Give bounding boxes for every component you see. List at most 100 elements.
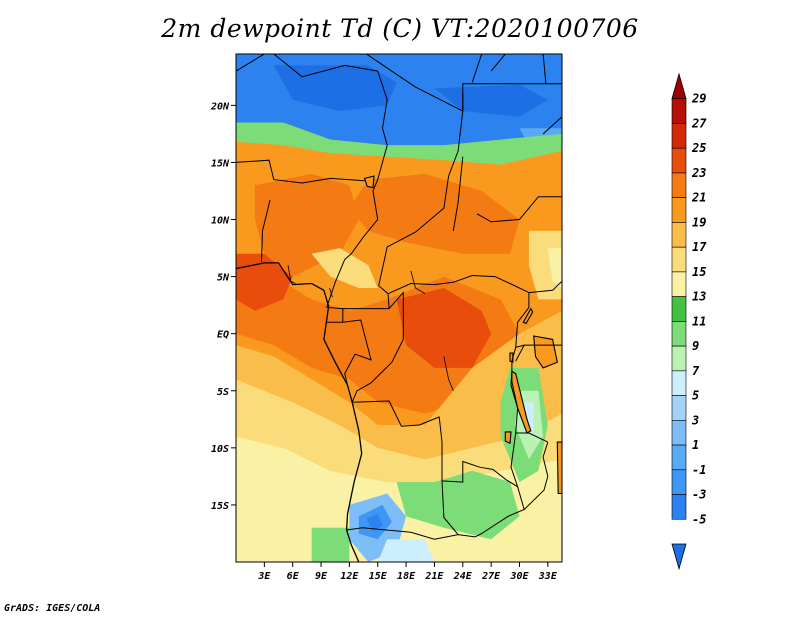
colorbar-min-arrow [671, 543, 687, 571]
lon-tick-label: 18E [397, 571, 416, 582]
country-border [528, 280, 562, 294]
colorbar-label: 19 [692, 215, 706, 229]
colorbar-label: 11 [692, 314, 706, 328]
lat-tick-label: 10S [211, 444, 229, 455]
lon-tick-label: 24E [453, 571, 473, 582]
country-border [452, 156, 464, 231]
colorbar-bin [671, 271, 687, 297]
colorbar-label: 29 [691, 92, 706, 106]
lake-mweru [504, 431, 512, 445]
grads-credit: GrADS: IGES/COLA [4, 603, 101, 614]
country-border [542, 116, 562, 135]
dewpoint-region-west-core [236, 253, 293, 311]
country-border [346, 527, 476, 540]
colorbar-label: 9 [692, 339, 699, 353]
colorbar: 29 27 25 23 21 19 17 15 13 11 9 7 5 3 1 -1 -3 -5 [671, 72, 707, 571]
colorbar-label: 21 [691, 191, 706, 205]
colorbar-bin [671, 395, 687, 421]
country-border [542, 54, 547, 84]
colorbar-label: -1 [692, 463, 706, 477]
colorbar-label: 15 [692, 265, 706, 279]
country-border [515, 432, 549, 443]
colorbar-label: 1 [692, 438, 699, 452]
colorbar-bin [671, 246, 687, 273]
country-border [273, 54, 388, 308]
country-border [387, 274, 530, 295]
colorbar-bin [671, 321, 687, 347]
lat-tick-label: 15S [211, 501, 229, 512]
lon-tick-label: 33E [538, 571, 558, 582]
colorbar-label: 3 [691, 413, 699, 427]
colorbar-bin [671, 222, 687, 248]
lakes-layer [363, 175, 562, 495]
colorbar-label: 27 [691, 116, 707, 130]
lon-tick-label: 30E [509, 571, 529, 582]
map-frame [235, 53, 563, 563]
country-border [490, 54, 506, 72]
colorbar-bin [671, 420, 687, 446]
lat-tick-label: 10N [211, 216, 230, 227]
lon-tick-label: 27E [481, 571, 501, 582]
colorbar-label: 7 [692, 364, 700, 378]
lake-victoria [533, 335, 558, 369]
colorbar-bin [671, 172, 687, 198]
country-border [515, 344, 525, 362]
dewpoint-region-chad-sudan-core [349, 173, 520, 254]
dewpoint-region-zambia-green [396, 470, 520, 540]
lon-tick-label: 3E [257, 571, 271, 582]
colorbar-bin [671, 345, 687, 372]
lon-tick-label: 9E [315, 571, 328, 582]
dewpoint-region-south-coast-band [236, 310, 562, 460]
lat-tick-label: 15N [211, 158, 230, 169]
country-border [236, 54, 265, 72]
lake-chad [363, 175, 375, 189]
lake-malawi [556, 441, 562, 495]
country-border [366, 54, 464, 112]
dewpoint-region-sahel-edge [236, 122, 562, 165]
colorbar-bin [671, 469, 687, 495]
colorbar-bin [671, 98, 687, 124]
dewpoint-region-cameroon-highland [311, 248, 378, 288]
colorbar-bin [671, 147, 687, 174]
lon-tick-label: 15E [369, 571, 388, 582]
colorbar-label: 25 [691, 141, 706, 155]
country-border [476, 196, 562, 223]
country-border [474, 486, 525, 538]
dewpoint-region-congo-deep [396, 288, 492, 368]
lon-tick-label: 6E [287, 571, 300, 582]
lat-tick-label: EQ [217, 330, 229, 341]
colorbar-label: 17 [692, 240, 707, 254]
colorbar-label: 23 [691, 166, 706, 180]
dewpoint-region-south-cyan [377, 539, 435, 562]
dewpoint-region-ethiopia-cooler [547, 248, 562, 288]
colorbar-bin [671, 494, 687, 520]
political-boundaries-layer [236, 54, 562, 562]
dewpoint-region-namibia-deep [366, 514, 383, 532]
country-border [515, 344, 562, 348]
country-border [523, 441, 549, 510]
country-border [236, 159, 365, 184]
colorbar-label: -3 [692, 488, 706, 502]
colorbar-label: -5 [692, 512, 706, 526]
country-border [261, 199, 271, 262]
country-border [342, 319, 372, 386]
country-border [352, 400, 519, 488]
river [443, 356, 454, 391]
colorbar-bin [671, 370, 687, 396]
colorbar-bin [671, 197, 687, 223]
map-title: 2m dewpoint Td (C) VT:2020100706 [161, 14, 639, 43]
river [287, 265, 296, 284]
country-border [511, 292, 530, 434]
map-axes: 3E 6E 9E 12E 15E 18E 21E 24E 27E 30E 33E 20N 15N 10N 5… [210, 101, 558, 582]
colorbar-max-arrow [671, 72, 687, 100]
lake-tanganyika [510, 370, 532, 434]
dewpoint-region-angola-north [236, 379, 562, 483]
country-border [462, 83, 562, 112]
colorbar-bin [671, 296, 687, 322]
lat-tick-label: 5N [217, 273, 230, 284]
lon-tick-label: 21E [424, 571, 444, 582]
coastline [236, 262, 363, 562]
colorbar-label: 13 [692, 290, 706, 304]
country-border [471, 54, 483, 83]
